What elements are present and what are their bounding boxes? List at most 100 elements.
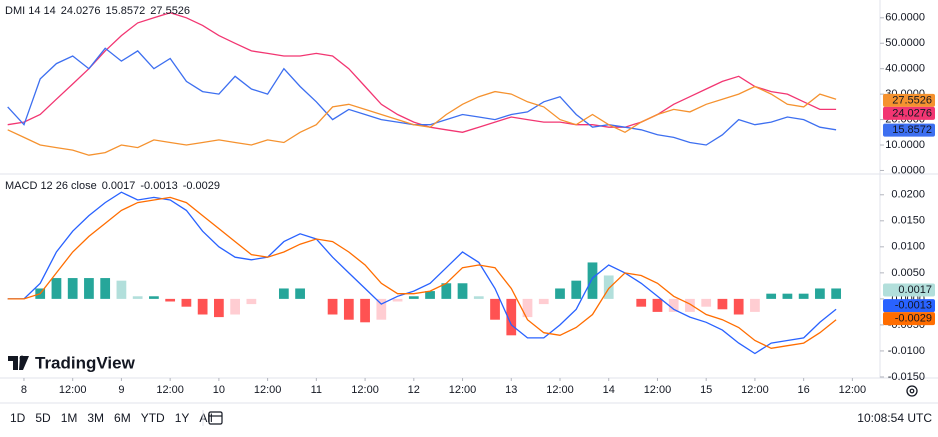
histogram-bar bbox=[132, 296, 143, 299]
range-button[interactable]: 6M bbox=[114, 411, 131, 425]
series-line bbox=[7, 47, 837, 146]
logo-text: TradingView bbox=[35, 353, 136, 372]
histogram-bar bbox=[798, 293, 809, 299]
calendar[interactable] bbox=[208, 411, 223, 425]
date-range-icon[interactable] bbox=[208, 411, 223, 425]
x-tick-label: 8 bbox=[21, 384, 27, 396]
x-tick-label: 12:00 bbox=[546, 384, 574, 396]
legend-value: -0.0013 bbox=[140, 180, 177, 192]
y-tick-label: -0.0100 bbox=[888, 345, 925, 357]
histogram-bar bbox=[717, 298, 728, 310]
histogram-bar bbox=[782, 293, 793, 299]
series-line bbox=[7, 191, 837, 355]
panes: 0.000010.000020.000030.000040.000050.000… bbox=[5, 5, 935, 396]
y-tick-label: 50.0000 bbox=[885, 37, 925, 49]
legend-value: 0.0017 bbox=[102, 180, 136, 192]
x-tick-label: 12:00 bbox=[351, 384, 379, 396]
range-button[interactable]: 5D bbox=[35, 411, 51, 425]
price-badge bbox=[883, 106, 935, 120]
histogram-bar bbox=[84, 278, 94, 299]
series-line bbox=[7, 85, 837, 156]
price-badge-label: -0.0013 bbox=[895, 300, 932, 312]
legend-value: 15.8572 bbox=[106, 5, 146, 17]
histogram-bar bbox=[360, 298, 370, 323]
price-badge bbox=[883, 93, 935, 107]
x-tick-label: 15 bbox=[700, 384, 712, 396]
legend-value: -0.0029 bbox=[183, 180, 220, 192]
histogram-bar bbox=[100, 278, 111, 299]
x-tick-label: 11 bbox=[311, 384, 322, 396]
settings-icon[interactable] bbox=[906, 385, 918, 397]
histogram-bar bbox=[51, 278, 62, 299]
histogram-bar bbox=[376, 298, 387, 320]
histogram-bar bbox=[636, 298, 647, 307]
y-tick-label: 60.0000 bbox=[885, 12, 925, 24]
y-tick-label: 0.0050 bbox=[891, 267, 925, 279]
histogram-bar bbox=[701, 298, 712, 307]
histogram-bar bbox=[246, 298, 257, 305]
price-badge-label: -0.0029 bbox=[895, 313, 932, 325]
histogram-bar bbox=[831, 288, 842, 299]
histogram-bar bbox=[766, 293, 777, 299]
range-button[interactable]: All bbox=[199, 411, 212, 425]
range-button[interactable]: YTD bbox=[141, 411, 165, 425]
logo: TradingView bbox=[8, 353, 136, 372]
histogram-bar bbox=[230, 298, 240, 315]
histogram-bar bbox=[214, 298, 224, 318]
x-tick-label: 16 bbox=[798, 384, 810, 396]
histogram-bar bbox=[571, 280, 582, 299]
range-button[interactable]: 1M bbox=[61, 411, 78, 425]
histogram-bar bbox=[668, 298, 679, 312]
price-badge bbox=[883, 123, 935, 137]
histogram-bar bbox=[522, 298, 533, 318]
histogram-bar bbox=[441, 283, 452, 299]
y-tick-label: 0.0000 bbox=[891, 164, 925, 176]
logo-dot bbox=[19, 355, 25, 361]
price-badge bbox=[883, 312, 935, 326]
histogram-bar bbox=[685, 298, 695, 312]
histogram-bar bbox=[652, 298, 663, 312]
x-tick-label: 12 bbox=[408, 384, 420, 396]
price-badge-label: 24.0276 bbox=[892, 107, 932, 119]
histogram-bar bbox=[506, 298, 517, 336]
histogram-bar bbox=[181, 298, 192, 307]
histogram-bar bbox=[473, 296, 484, 299]
x-tick-label: 13 bbox=[505, 384, 517, 396]
histogram-bar bbox=[490, 298, 500, 320]
y-tick-label: 0.0200 bbox=[891, 189, 925, 201]
histogram-bar bbox=[327, 298, 338, 315]
histogram-bar bbox=[750, 298, 760, 312]
legend-title: MACD 12 26 close bbox=[5, 180, 97, 192]
histogram-bar bbox=[587, 262, 598, 299]
x-tick-label: 12:00 bbox=[741, 384, 769, 396]
x-tick-label: 10 bbox=[213, 384, 225, 396]
series-line bbox=[7, 196, 837, 349]
clock: 10:08:54 UTC bbox=[857, 411, 932, 425]
range-button[interactable]: 1Y bbox=[175, 411, 190, 425]
range-button[interactable]: 1D bbox=[10, 411, 26, 425]
x-tick-label: 12:00 bbox=[644, 384, 672, 396]
histogram-bar bbox=[815, 288, 825, 299]
histogram-bar bbox=[343, 298, 354, 320]
histogram-bar bbox=[603, 275, 614, 299]
x-tick-label: 9 bbox=[118, 384, 124, 396]
histogram-bar bbox=[278, 288, 289, 299]
y-tick-label: 10.0000 bbox=[885, 139, 925, 151]
x-tick-label: 12:00 bbox=[449, 384, 477, 396]
x-tick-label: 12:00 bbox=[254, 384, 282, 396]
histogram-bar bbox=[149, 296, 159, 299]
y-tick-label: -0.0150 bbox=[888, 371, 925, 383]
gear-center[interactable] bbox=[909, 388, 915, 394]
price-badge bbox=[883, 283, 935, 297]
price-badge-label: 27.5526 bbox=[892, 94, 932, 106]
histogram-bar bbox=[733, 298, 744, 315]
histogram-bar bbox=[197, 298, 208, 315]
y-tick-label: 40.0000 bbox=[885, 63, 925, 75]
y-tick-label: 0.0150 bbox=[891, 215, 925, 227]
gear[interactable] bbox=[906, 385, 918, 397]
x-tick-label: 12:00 bbox=[59, 384, 87, 396]
x-tick-label: 12:00 bbox=[839, 384, 867, 396]
range-button[interactable]: 3M bbox=[87, 411, 104, 425]
price-badge bbox=[883, 299, 935, 313]
